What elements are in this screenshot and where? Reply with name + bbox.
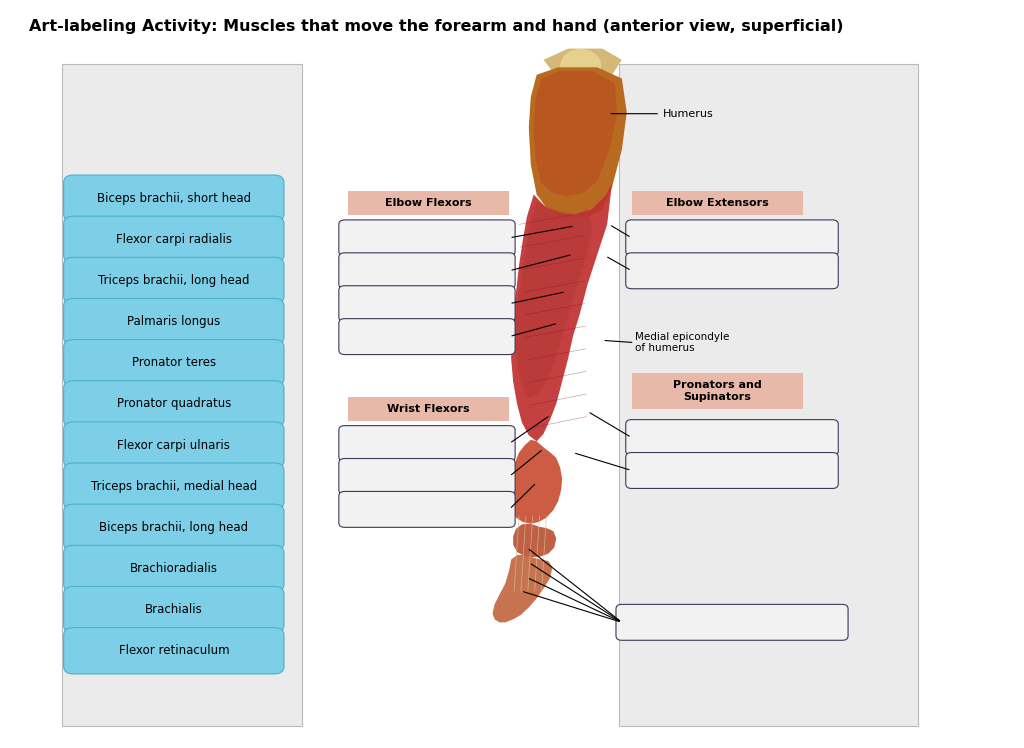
Polygon shape bbox=[515, 202, 593, 398]
FancyBboxPatch shape bbox=[348, 397, 509, 421]
Text: Elbow Extensors: Elbow Extensors bbox=[666, 198, 769, 209]
Text: Biceps brachii, long head: Biceps brachii, long head bbox=[99, 521, 249, 534]
Text: Triceps brachii, long head: Triceps brachii, long head bbox=[98, 274, 250, 287]
FancyBboxPatch shape bbox=[626, 453, 839, 488]
Polygon shape bbox=[511, 183, 612, 441]
FancyBboxPatch shape bbox=[626, 220, 839, 256]
Polygon shape bbox=[528, 67, 627, 218]
FancyBboxPatch shape bbox=[63, 504, 284, 551]
Text: Flexor carpi radialis: Flexor carpi radialis bbox=[116, 233, 231, 246]
FancyBboxPatch shape bbox=[348, 191, 509, 215]
FancyBboxPatch shape bbox=[339, 286, 515, 322]
Text: Wrist Flexors: Wrist Flexors bbox=[387, 404, 470, 414]
FancyBboxPatch shape bbox=[63, 628, 284, 674]
Text: Triceps brachii, medial head: Triceps brachii, medial head bbox=[91, 479, 257, 493]
FancyBboxPatch shape bbox=[626, 420, 839, 456]
FancyBboxPatch shape bbox=[339, 491, 515, 527]
Text: Elbow Flexors: Elbow Flexors bbox=[385, 198, 472, 209]
Text: Humerus: Humerus bbox=[611, 108, 714, 119]
Text: Biceps brachii, short head: Biceps brachii, short head bbox=[96, 191, 251, 205]
Text: Brachialis: Brachialis bbox=[145, 603, 203, 616]
FancyBboxPatch shape bbox=[626, 253, 839, 289]
Text: Flexor carpi ulnaris: Flexor carpi ulnaris bbox=[118, 438, 230, 452]
Polygon shape bbox=[544, 49, 622, 81]
Polygon shape bbox=[493, 555, 552, 622]
Text: Brachioradialis: Brachioradialis bbox=[130, 562, 218, 575]
FancyBboxPatch shape bbox=[61, 64, 302, 726]
Text: Palmaris longus: Palmaris longus bbox=[127, 315, 220, 328]
FancyBboxPatch shape bbox=[618, 64, 918, 726]
Text: Medial epicondyle
of humerus: Medial epicondyle of humerus bbox=[635, 332, 729, 353]
FancyBboxPatch shape bbox=[632, 373, 803, 409]
FancyBboxPatch shape bbox=[339, 253, 515, 289]
FancyBboxPatch shape bbox=[339, 220, 515, 256]
FancyBboxPatch shape bbox=[339, 319, 515, 355]
FancyBboxPatch shape bbox=[339, 459, 515, 494]
FancyBboxPatch shape bbox=[63, 545, 284, 592]
Text: Art-labeling Activity: Muscles that move the forearm and hand (anterior view, su: Art-labeling Activity: Muscles that move… bbox=[30, 19, 844, 34]
Polygon shape bbox=[509, 440, 562, 524]
Polygon shape bbox=[534, 71, 616, 196]
Text: Pronator quadratus: Pronator quadratus bbox=[117, 397, 231, 411]
FancyBboxPatch shape bbox=[63, 298, 284, 345]
FancyBboxPatch shape bbox=[63, 422, 284, 468]
FancyBboxPatch shape bbox=[339, 426, 515, 462]
FancyBboxPatch shape bbox=[63, 586, 284, 633]
FancyBboxPatch shape bbox=[63, 216, 284, 263]
Text: Pronators and
Supinators: Pronators and Supinators bbox=[673, 381, 762, 402]
Polygon shape bbox=[513, 524, 556, 557]
FancyBboxPatch shape bbox=[63, 340, 284, 386]
Text: Pronator teres: Pronator teres bbox=[132, 356, 216, 370]
FancyBboxPatch shape bbox=[63, 463, 284, 509]
FancyBboxPatch shape bbox=[63, 257, 284, 304]
FancyBboxPatch shape bbox=[63, 175, 284, 221]
FancyBboxPatch shape bbox=[616, 604, 848, 640]
FancyBboxPatch shape bbox=[632, 191, 803, 215]
Ellipse shape bbox=[560, 49, 601, 83]
FancyBboxPatch shape bbox=[63, 381, 284, 427]
Text: Flexor retinaculum: Flexor retinaculum bbox=[119, 644, 229, 657]
